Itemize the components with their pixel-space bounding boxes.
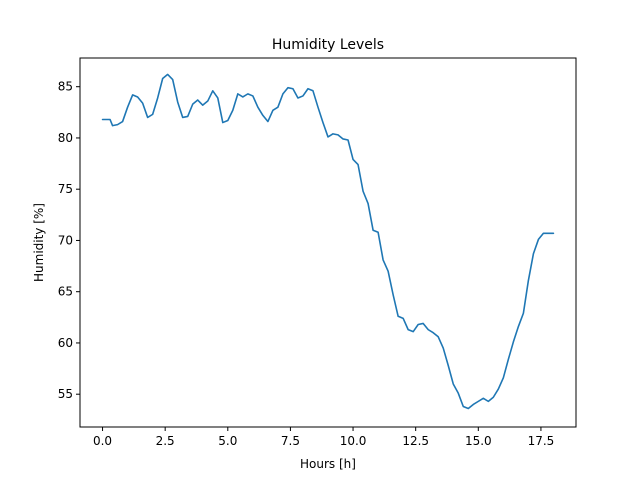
- y-tick-label: 65: [58, 285, 73, 299]
- y-axis-label: Humidity [%]: [32, 203, 46, 282]
- y-tick-label: 75: [58, 182, 73, 196]
- x-tick-label: 5.0: [218, 434, 237, 448]
- y-tick-label: 80: [58, 131, 73, 145]
- x-tick-label: 2.5: [156, 434, 175, 448]
- x-tick-label: 0.0: [93, 434, 112, 448]
- series-layer: [101, 73, 555, 410]
- y-tick-label: 85: [58, 80, 73, 94]
- y-tick-label: 60: [58, 336, 73, 350]
- x-tick-label: 17.5: [528, 434, 555, 448]
- humidity-series-line: [101, 73, 555, 410]
- plot-area: 0.0 2.5 5.0 7.5 10.0 12.5 15.0 17.5 55 60 65 70 75 8…: [58, 57, 577, 448]
- x-tick-label: 15.0: [465, 434, 492, 448]
- x-axis-ticks: 0.0 2.5 5.0 7.5 10.0 12.5 15.0 17.5: [93, 427, 554, 448]
- x-axis-label: Hours [h]: [300, 457, 356, 471]
- y-tick-label: 55: [58, 387, 73, 401]
- axes-frame: [79, 57, 577, 428]
- chart-title: Humidity Levels: [272, 37, 384, 53]
- x-tick-label: 10.0: [340, 434, 367, 448]
- x-tick-label: 7.5: [281, 434, 300, 448]
- y-tick-label: 70: [58, 233, 73, 247]
- y-axis-ticks: 55 60 65 70 75 80 85: [58, 80, 80, 401]
- x-tick-label: 12.5: [402, 434, 429, 448]
